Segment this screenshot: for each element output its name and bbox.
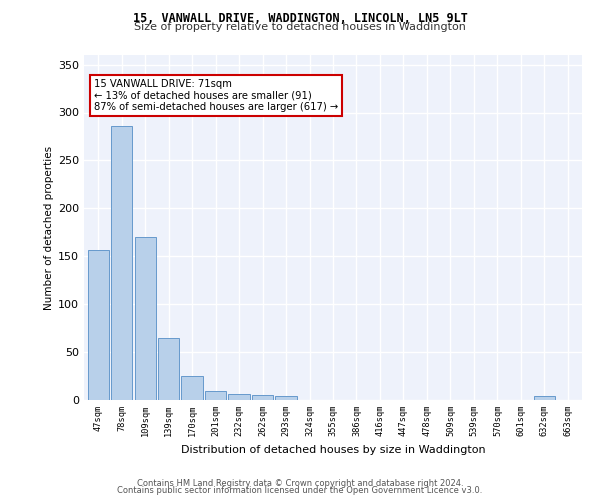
Bar xyxy=(88,250,109,400)
Bar xyxy=(252,395,273,400)
Bar xyxy=(158,338,179,400)
Bar xyxy=(181,376,203,400)
Text: 15 VANWALL DRIVE: 71sqm
← 13% of detached houses are smaller (91)
87% of semi-de: 15 VANWALL DRIVE: 71sqm ← 13% of detache… xyxy=(94,79,338,112)
Text: Contains public sector information licensed under the Open Government Licence v3: Contains public sector information licen… xyxy=(118,486,482,495)
Y-axis label: Number of detached properties: Number of detached properties xyxy=(44,146,54,310)
X-axis label: Distribution of detached houses by size in Waddington: Distribution of detached houses by size … xyxy=(181,444,485,454)
Bar xyxy=(111,126,132,400)
Bar xyxy=(134,237,155,400)
Text: 15, VANWALL DRIVE, WADDINGTON, LINCOLN, LN5 9LT: 15, VANWALL DRIVE, WADDINGTON, LINCOLN, … xyxy=(133,12,467,26)
Bar xyxy=(205,392,226,400)
Text: Size of property relative to detached houses in Waddington: Size of property relative to detached ho… xyxy=(134,22,466,32)
Bar xyxy=(229,394,250,400)
Bar xyxy=(534,396,555,400)
Text: Contains HM Land Registry data © Crown copyright and database right 2024.: Contains HM Land Registry data © Crown c… xyxy=(137,478,463,488)
Bar xyxy=(275,396,296,400)
